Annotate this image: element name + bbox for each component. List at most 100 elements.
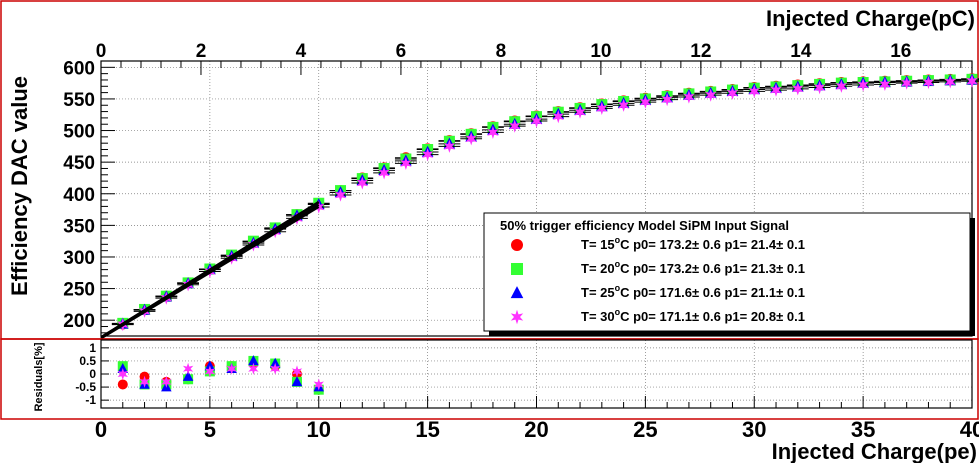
top-axis-tick-label: 14 xyxy=(790,41,812,62)
top-axis-tick-label: 16 xyxy=(890,41,911,62)
legend-entry-text: T= 20oC p0= 173.2± 0.6 p1= 21.3± 0.1 xyxy=(581,259,805,276)
legend-entry-text: T= 30oC p0= 171.1± 0.6 p1= 20.8± 0.1 xyxy=(581,307,805,324)
x-axis-tick-label: 40 xyxy=(960,417,979,442)
legend-entry-text: T= 25oC p0= 171.6± 0.6 p1= 21.1± 0.1 xyxy=(581,283,805,300)
data-point-star-marker xyxy=(792,82,804,96)
legend: 50% trigger efficiency Model SiPM Input … xyxy=(483,212,975,336)
main-y-tick-label: 450 xyxy=(63,153,95,174)
y-axis-title: Efficiency DAC value xyxy=(7,76,32,296)
legend-circle-marker xyxy=(511,239,523,251)
data-point-star-marker xyxy=(487,125,499,139)
x-axis-tick-label: 15 xyxy=(415,417,439,442)
main-y-tick-label: 200 xyxy=(63,311,95,332)
data-point-star-marker xyxy=(770,83,782,97)
residuals-plot-frame xyxy=(100,339,973,409)
x-axis-tick-label: 35 xyxy=(851,417,875,442)
legend-star-marker xyxy=(510,309,524,325)
data-point-star-marker xyxy=(617,98,630,112)
residual-point-triangle-marker xyxy=(117,363,129,374)
residual-point-triangle-marker xyxy=(248,355,259,366)
residuals-panel: 10.50-0.5-10 5 10 15 20 25 30 35 40 xyxy=(0,338,979,442)
top-axis-tick-label: 10 xyxy=(590,41,611,62)
top-axis-tick-label: 8 xyxy=(496,41,507,62)
data-point-star-marker xyxy=(966,74,978,88)
top-axis: 0 2 4 6 8 10 12 14 16 xyxy=(96,41,962,75)
residual-series-30C xyxy=(117,362,324,391)
legend-square-marker xyxy=(511,263,523,275)
residuals-y-tick-label: 0 xyxy=(89,367,96,381)
data-point-star-marker xyxy=(726,86,739,100)
top-axis-tick-label: 12 xyxy=(690,41,711,62)
data-point-star-marker xyxy=(683,90,695,104)
data-point-star-marker xyxy=(443,139,456,153)
data-point-star-marker xyxy=(639,95,652,109)
residual-point-triangle-marker xyxy=(204,360,216,371)
residuals-pad-frame xyxy=(0,338,979,420)
residuals-y-title: Residuals[%] xyxy=(33,342,45,411)
data-point-star-marker xyxy=(334,188,347,202)
data-point-star-marker xyxy=(922,75,935,90)
data-point-star-marker xyxy=(857,78,869,92)
top-axis-tick-label: 6 xyxy=(396,41,407,62)
main-y-tick-label: 500 xyxy=(63,122,95,143)
legend-box xyxy=(483,212,971,332)
legend-entry-text: T= 15oC p0= 173.2± 0.6 p1= 21.4± 0.1 xyxy=(581,235,805,252)
main-y-tick-label: 250 xyxy=(63,280,95,301)
data-point-star-marker xyxy=(879,77,891,91)
data-point-star-marker xyxy=(596,101,608,115)
data-point-star-marker xyxy=(552,110,564,124)
residual-point-star-marker xyxy=(117,368,128,380)
main-y-tick-label: 600 xyxy=(63,58,95,79)
data-point-star-marker xyxy=(400,156,412,170)
residual-point-triangle-marker xyxy=(182,370,194,381)
data-point-star-marker xyxy=(813,81,826,95)
residual-point-star-marker xyxy=(270,362,281,375)
legend-triangle-marker xyxy=(510,286,524,299)
x-axis-tick-label: 20 xyxy=(524,417,548,442)
data-point-star-marker xyxy=(748,84,760,98)
top-axis-tick-label: 0 xyxy=(96,41,107,62)
residual-point-star-marker xyxy=(226,362,237,375)
main-y-tick-label: 400 xyxy=(63,185,95,206)
residual-point-triangle-marker xyxy=(291,376,303,387)
x-axis-tick-label: 5 xyxy=(204,417,216,442)
data-point-star-marker xyxy=(574,105,586,119)
data-point-star-marker xyxy=(378,166,390,180)
data-point-star-marker xyxy=(356,176,368,190)
data-point-star-marker xyxy=(661,93,673,107)
main-y-tick-label: 350 xyxy=(63,216,95,237)
residual-point-star-marker xyxy=(313,378,324,391)
x-axis-tick-label: 25 xyxy=(633,417,657,442)
data-point-star-marker xyxy=(465,132,477,146)
residuals-y-tick-label: -0.5 xyxy=(75,380,96,394)
top-axis-title: Injected Charge(pC) xyxy=(766,6,975,31)
data-point-star-marker xyxy=(835,79,848,93)
main-panel: 200 250 300 350 400 450 500 550 600 xyxy=(0,0,979,340)
x-axis-tick-label: 0 xyxy=(95,417,107,442)
residual-point-circle-marker xyxy=(117,379,128,390)
main-y-tick-label: 300 xyxy=(63,248,95,269)
x-axis-tick-label: 10 xyxy=(307,417,331,442)
data-point-star-marker xyxy=(901,76,913,90)
x-axis-tick-label: 30 xyxy=(742,417,766,442)
residuals-y-tick-label: -1 xyxy=(85,393,96,407)
residuals-y-tick-label: 0.5 xyxy=(79,354,96,368)
x-axis-title: Injected Charge(pe) xyxy=(772,439,977,463)
main-y-tick-label: 550 xyxy=(63,90,95,111)
data-point-star-marker xyxy=(421,148,434,162)
residual-point-star-marker xyxy=(161,375,172,388)
residual-point-triangle-marker xyxy=(269,357,281,368)
top-axis-tick-label: 4 xyxy=(296,41,307,62)
residual-point-star-marker xyxy=(204,365,216,378)
top-axis-tick-label: 2 xyxy=(196,41,207,62)
residual-point-star-marker xyxy=(291,365,303,378)
data-point-star-marker xyxy=(530,114,543,128)
residual-point-star-marker xyxy=(248,362,259,375)
data-point-star-marker xyxy=(705,88,717,102)
residuals-y-tick-label: 1 xyxy=(89,341,96,355)
residual-point-star-marker xyxy=(182,362,194,375)
data-point-star-marker xyxy=(509,119,521,133)
legend-title: 50% trigger efficiency Model SiPM Input … xyxy=(500,218,789,233)
data-point-star-marker xyxy=(944,75,956,89)
